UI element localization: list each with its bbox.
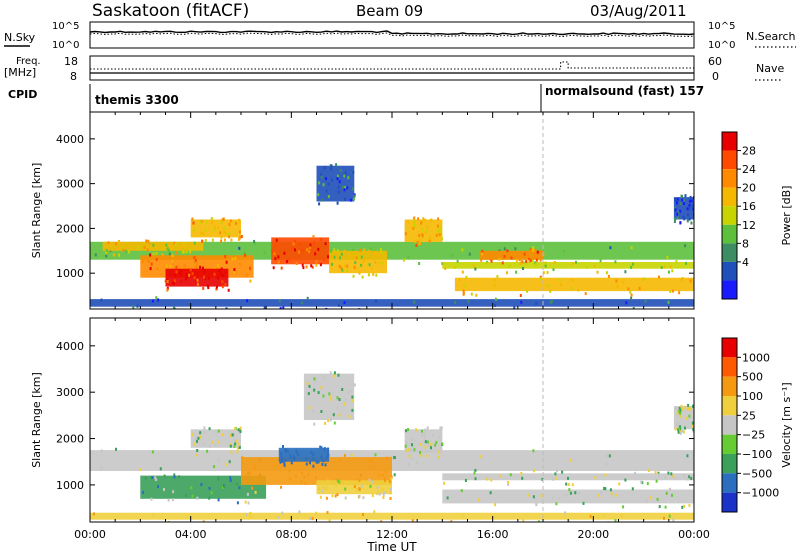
noise-left-tick-bottom: 10^0 — [52, 40, 79, 51]
power-region-8 — [442, 262, 694, 269]
velocity-colorbar-tick-0: 1000 — [742, 351, 770, 364]
power-colorbar-label: Power [dB] — [780, 186, 793, 246]
cpid-program-2: normalsound (fast) 157 — [545, 84, 704, 98]
velocity-ylabel: Slant Range [km] — [30, 372, 43, 468]
beam-title: Beam 09 — [356, 2, 423, 20]
velocity-colorbar-tick-3: 25 — [742, 409, 756, 422]
power-ytick-4000: 4000 — [56, 133, 84, 146]
velocity-colorbar-tick-4: −25 — [742, 429, 765, 442]
freq-right-label: Nave — [756, 62, 784, 75]
velocity-ytick-1000: 1000 — [56, 479, 84, 492]
power-colorbar-tick-2: 20 — [742, 182, 756, 195]
power-region-11 — [90, 299, 694, 307]
power-colorbar-tick-5: 8 — [742, 237, 749, 250]
freq-left-label-2: [MHz] — [4, 66, 36, 79]
velocity-region-1 — [140, 475, 267, 499]
velocity-panel: 1000 2000 3000 4000 Slant Range [km] 1000 500 1… — [30, 317, 793, 523]
power-region-10 — [480, 250, 543, 260]
power-colorbar-tick-0: 28 — [742, 145, 756, 158]
x-tick-4: 16:00 — [477, 528, 509, 541]
x-axis: 00:00 04:00 08:00 12:00 16:00 20:00 00:00 — [74, 528, 710, 541]
power-ytick-3000: 3000 — [56, 178, 84, 191]
freq-right-tick-bottom: 0 — [712, 70, 719, 83]
velocity-ytick-4000: 4000 — [56, 340, 84, 353]
station-title: Saskatoon (fitACF) — [92, 1, 249, 21]
date-title: 03/Aug/2011 — [590, 2, 687, 20]
cpid-strip: CPID themis 3300 normalsound (fast) 157 — [8, 84, 704, 112]
power-ytick-1000: 1000 — [56, 267, 84, 280]
x-tick-0: 00:00 — [74, 528, 106, 541]
velocity-colorbar-tick-1: 500 — [742, 371, 763, 384]
freq-left-tick-bottom: 8 — [70, 70, 77, 83]
noise-left-tick-top: 10^5 — [52, 21, 79, 32]
velocity-colorbar-tick-5: −100 — [742, 448, 772, 461]
freq-left-label-1: Freq. — [16, 56, 41, 67]
power-ytick-2000: 2000 — [56, 222, 84, 235]
power-colorbar-tick-1: 24 — [742, 163, 756, 176]
velocity-region-5 — [442, 473, 694, 481]
x-tick-1: 04:00 — [175, 528, 207, 541]
noise-right-tick-bottom: 10^0 — [708, 40, 735, 51]
noise-panel: N.Sky 10^5 10^0 10^5 10^0 N.Search — [4, 21, 796, 51]
x-tick-3: 12:00 — [376, 528, 408, 541]
power-panel: 1000 2000 3000 4000 Slant Range [km] 28 24 20 16… — [30, 111, 793, 310]
noise-left-label: N.Sky — [4, 31, 36, 44]
x-tick-6: 00:00 — [678, 528, 710, 541]
power-colorbar-tick-6: 4 — [742, 256, 749, 269]
cpid-program-1: themis 3300 — [95, 93, 179, 107]
power-region-4 — [271, 237, 330, 265]
velocity-ytick-2000: 2000 — [56, 433, 84, 446]
noise-right-label: N.Search — [746, 30, 796, 43]
freq-left-tick-top: 18 — [64, 55, 78, 68]
freq-right-tick-top: 60 — [708, 55, 722, 68]
velocity-colorbar-tick-7: −1000 — [742, 487, 779, 500]
power-colorbar-tick-3: 16 — [742, 200, 756, 213]
x-axis-title: Time UT — [366, 540, 417, 554]
velocity-colorbar-tick-2: 100 — [742, 390, 763, 403]
velocity-colorbar-label: Velocity [m s⁻¹] — [780, 382, 793, 467]
power-ylabel: Slant Range [km] — [30, 163, 43, 259]
power-region-9 — [454, 277, 694, 292]
freq-panel: Freq. [MHz] 18 8 60 0 Nave — [4, 55, 784, 83]
power-region-13 — [316, 165, 355, 202]
velocity-region-9 — [303, 373, 355, 420]
velocity-region-6 — [442, 489, 694, 504]
x-tick-5: 20:00 — [577, 528, 609, 541]
velocity-colorbar-tick-6: −500 — [742, 467, 772, 480]
cpid-label: CPID — [8, 88, 37, 101]
x-tick-2: 08:00 — [275, 528, 307, 541]
noise-right-tick-top: 10^5 — [708, 21, 735, 32]
power-colorbar-tick-4: 12 — [742, 219, 756, 232]
velocity-ytick-3000: 3000 — [56, 386, 84, 399]
